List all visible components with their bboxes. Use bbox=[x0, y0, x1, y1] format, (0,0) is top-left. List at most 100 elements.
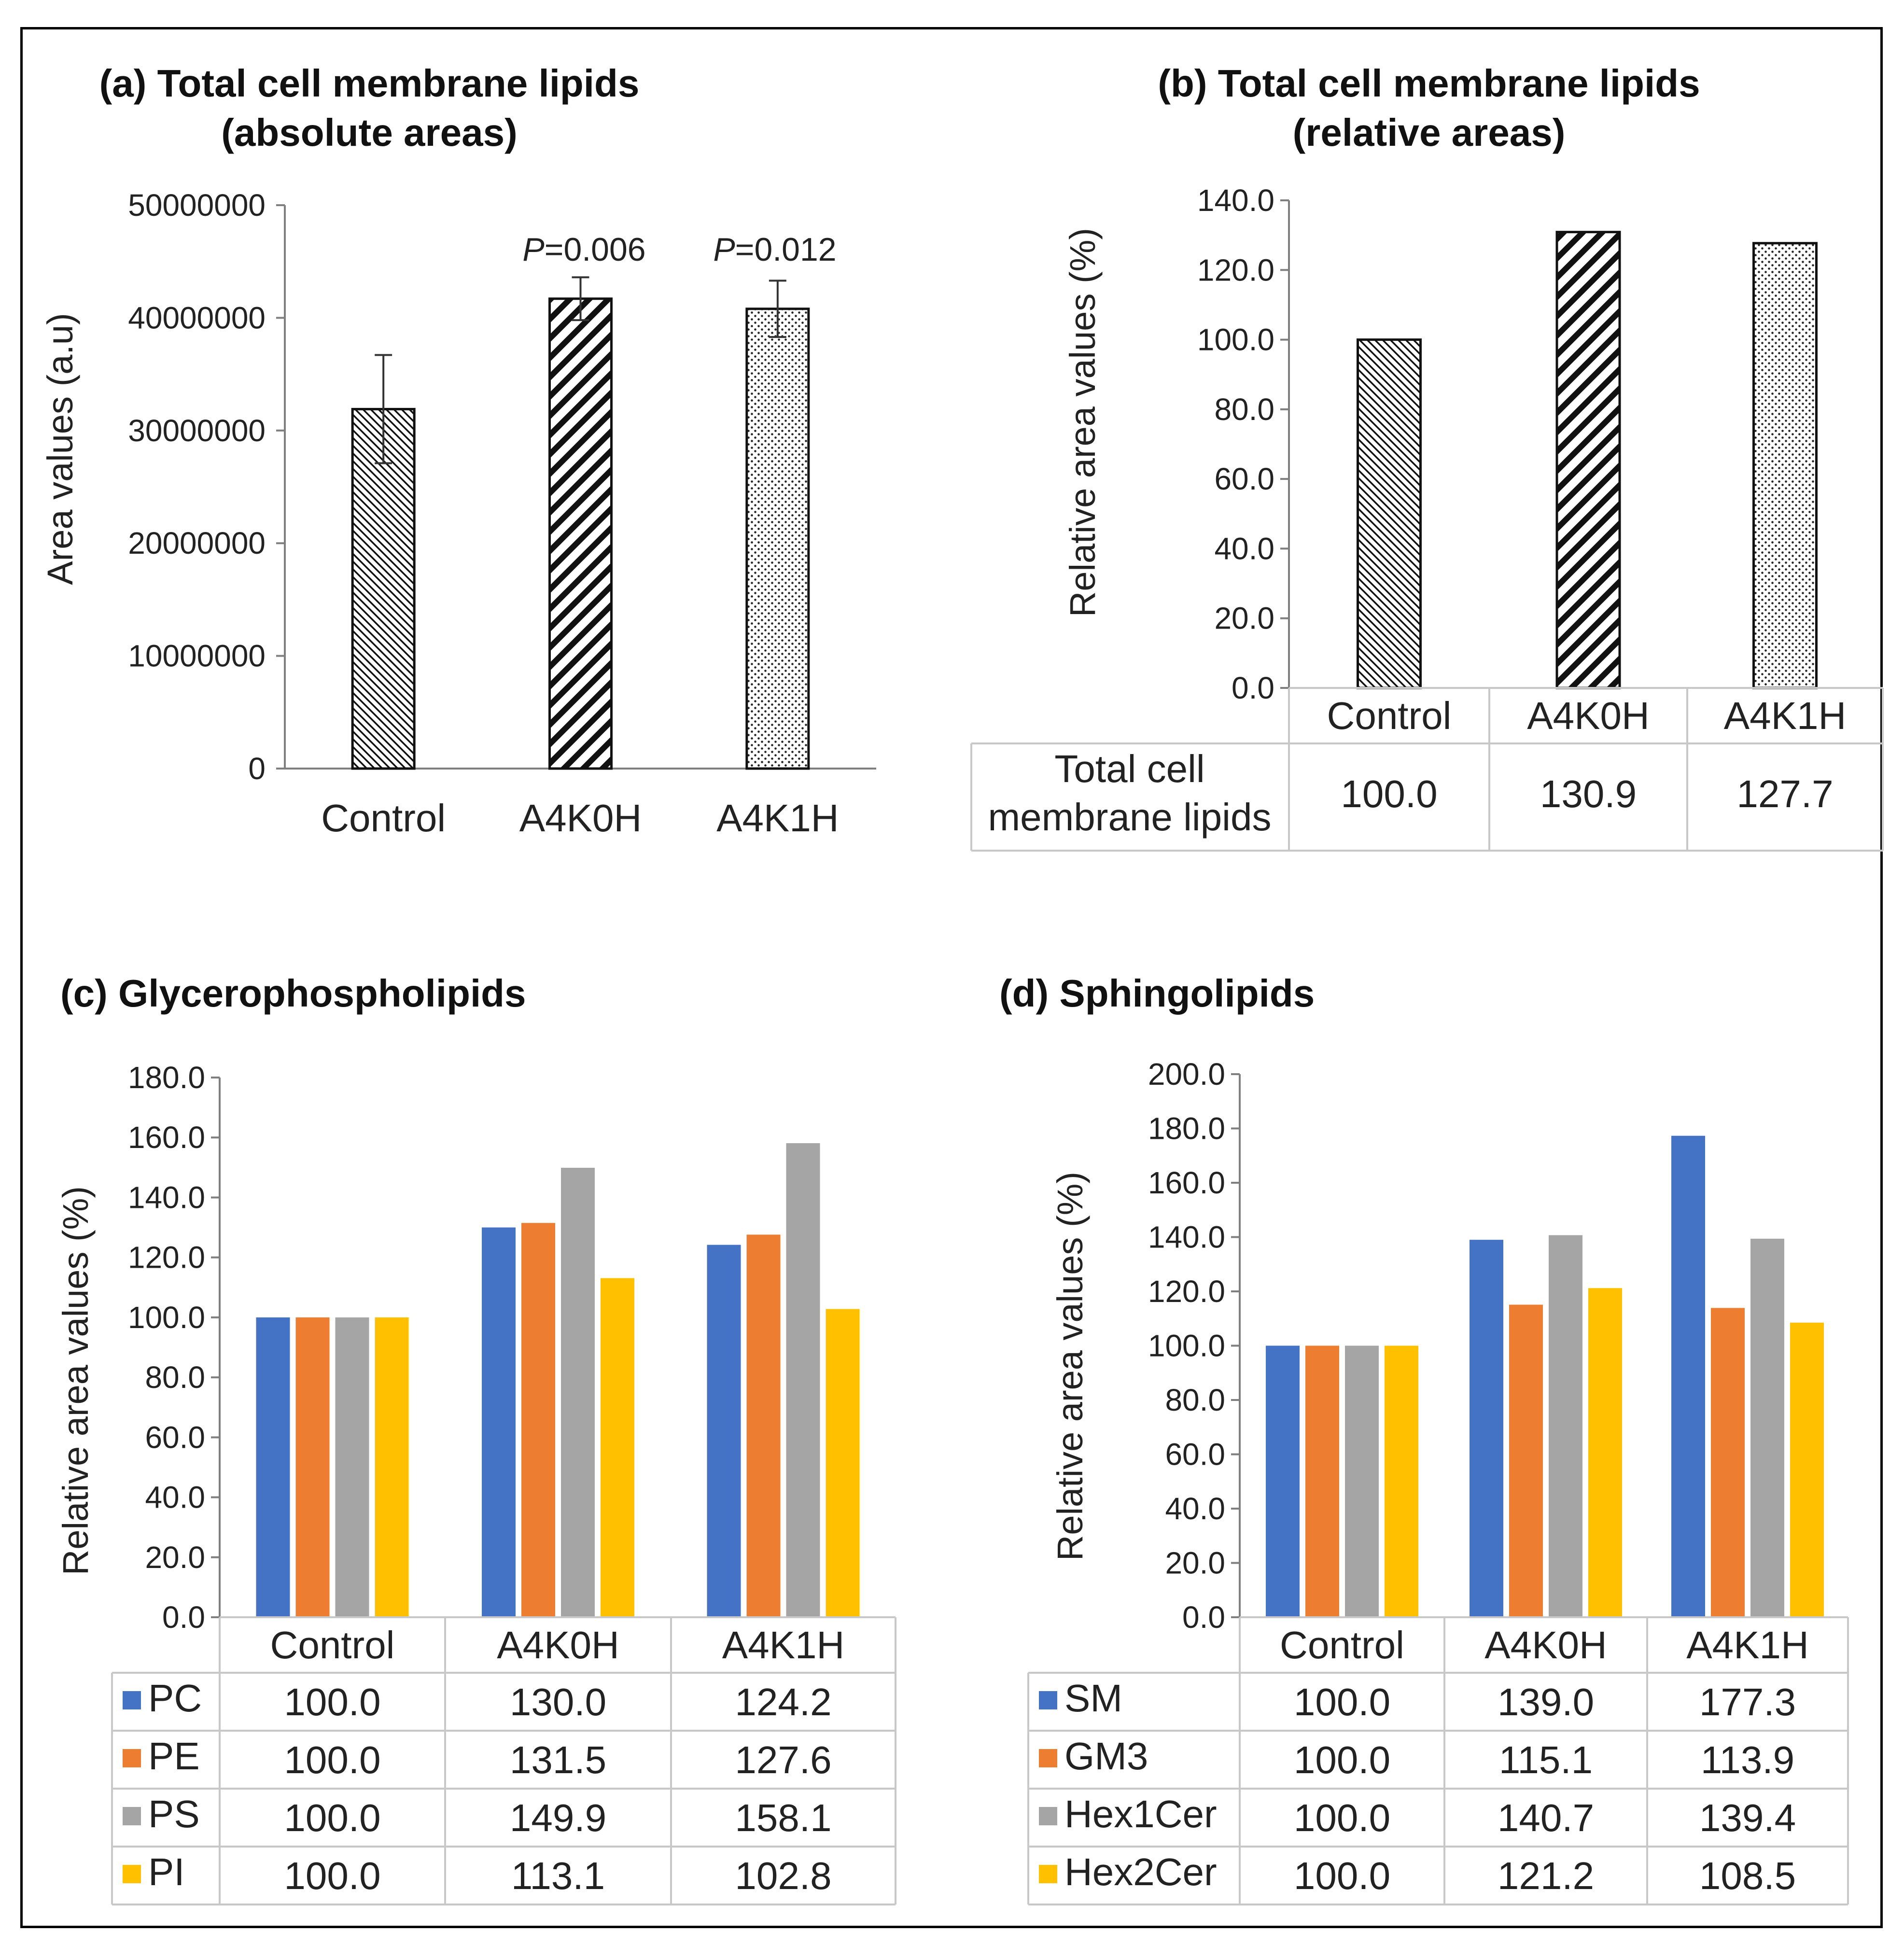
panel-d-table-value: 108.5 bbox=[1699, 1854, 1796, 1897]
panel-c-legend-label: PS bbox=[148, 1792, 200, 1835]
panel-a-y-axis-label: Area values (a.u) bbox=[40, 313, 80, 585]
panel-b-y-tick-label: 140.0 bbox=[1197, 183, 1274, 218]
panel-d-table-value: 100.0 bbox=[1294, 1738, 1390, 1781]
panel-d-bar-hex2cer-control bbox=[1385, 1345, 1418, 1617]
panel-a-bar-control bbox=[351, 407, 416, 770]
panel-d-y-tick-label: 80.0 bbox=[1165, 1383, 1225, 1417]
panel-c-legend-label: PE bbox=[148, 1735, 200, 1778]
panel-c-bar-pi-control bbox=[375, 1317, 409, 1617]
panel-c-bar-pi-a4k1h bbox=[826, 1309, 860, 1617]
panel-b-series-label-line1: Total cell bbox=[1054, 747, 1204, 790]
panel-c-table-value: 149.9 bbox=[510, 1796, 606, 1839]
panel-a-y-tick-label: 0 bbox=[248, 751, 266, 786]
panel-b-category-label: A4K0H bbox=[1527, 694, 1649, 737]
panel-c-table-value: 113.1 bbox=[511, 1854, 605, 1897]
panel-d-bar-gm3-a4k0h bbox=[1509, 1304, 1543, 1617]
figure-border bbox=[20, 27, 1883, 1928]
panel-b: (b) Total cell membrane lipids (relative… bbox=[970, 62, 1884, 852]
panel-d-legend-label: SM bbox=[1064, 1677, 1122, 1720]
panel-b-table-value: 130.9 bbox=[1540, 772, 1637, 815]
panel-c-y-tick-label: 20.0 bbox=[145, 1540, 205, 1575]
panel-d-legend-label: Hex1Cer bbox=[1064, 1792, 1217, 1835]
panel-b-y-axis-label: Relative area values (%) bbox=[1063, 228, 1103, 617]
panel-d-bar-sm-a4k0h bbox=[1470, 1240, 1503, 1617]
panel-d-table-value: 139.0 bbox=[1498, 1680, 1594, 1723]
panel-c: (c) Glycerophospholipids Relative area v… bbox=[56, 972, 896, 1905]
panel-d-legend-swatch-gm3 bbox=[1039, 1749, 1057, 1767]
panel-c-axes: 0.0 20.0 40.0 60.0 80.0 100.0 120.0 140.0 160.0 1… bbox=[128, 1060, 221, 1635]
panel-a-bars bbox=[351, 297, 810, 770]
panel-a-error-bars bbox=[375, 276, 786, 464]
panel-c-y-tick-label: 120.0 bbox=[128, 1240, 205, 1275]
panel-b-table-value: 127.7 bbox=[1736, 772, 1833, 815]
panel-d-y-tick-label: 160.0 bbox=[1148, 1165, 1225, 1200]
panel-c-bar-pc-a4k0h bbox=[482, 1227, 516, 1617]
panel-c-bar-ps-a4k1h bbox=[786, 1143, 820, 1617]
panel-d-y-tick-label: 40.0 bbox=[1165, 1491, 1225, 1526]
panel-b-bar-a4k1h bbox=[1752, 242, 1818, 689]
panel-c-bar-pe-a4k0h bbox=[521, 1223, 555, 1617]
panel-a-bar-a4k0h bbox=[548, 297, 613, 770]
panel-d-table-value: 100.0 bbox=[1294, 1796, 1390, 1839]
panel-a-axes: 0 10000000 20000000 30000000 40000000 5000000… bbox=[128, 188, 876, 786]
panel-c-table-value: 130.0 bbox=[510, 1680, 606, 1723]
panel-c-table-value: 127.6 bbox=[735, 1738, 831, 1781]
panel-b-data-table: Control 100.0 A4K0H 130.9 A4K1H 127.7 Total ce… bbox=[970, 687, 1884, 852]
panel-c-bar-pc-control bbox=[256, 1317, 290, 1617]
panel-d-y-tick-label: 140.0 bbox=[1148, 1220, 1225, 1255]
panel-d-y-tick-label: 180.0 bbox=[1148, 1111, 1225, 1146]
panel-b-category-label: A4K1H bbox=[1724, 694, 1846, 737]
panel-c-y-axis-label: Relative area values (%) bbox=[56, 1186, 96, 1575]
panel-c-table-value: 100.0 bbox=[284, 1680, 380, 1723]
panel-c-table-value: 100.0 bbox=[284, 1738, 380, 1781]
panel-a-category-label: A4K1H bbox=[716, 797, 839, 840]
panel-d-bar-hex2cer-a4k0h bbox=[1588, 1288, 1622, 1617]
panel-a-category-label: A4K0H bbox=[519, 797, 642, 840]
panel-c-table-value: 100.0 bbox=[284, 1796, 380, 1839]
panel-d-table-value: 140.7 bbox=[1498, 1796, 1594, 1839]
panel-b-category-label: Control bbox=[1327, 694, 1452, 737]
p-symbol: P bbox=[713, 231, 735, 268]
panel-a-bar-a4k1h bbox=[745, 308, 810, 770]
panel-d-y-tick-label: 120.0 bbox=[1148, 1274, 1225, 1309]
panel-d-bar-hex1cer-control bbox=[1345, 1345, 1379, 1617]
panel-a-annotation-a4k0h: P=0.006 bbox=[522, 231, 645, 268]
panel-c-data-table: Control A4K0H A4K1H PC 100.0 130.0 124.2 PE 100.… bbox=[111, 1616, 896, 1905]
panel-c-table-value: 100.0 bbox=[284, 1854, 380, 1897]
panel-c-table-value: 124.2 bbox=[735, 1680, 831, 1723]
panel-c-y-tick-label: 60.0 bbox=[145, 1420, 205, 1455]
panel-d-y-tick-label: 60.0 bbox=[1165, 1437, 1225, 1472]
panel-d-table-value: 177.3 bbox=[1699, 1680, 1796, 1723]
panel-c-table-value: 158.1 bbox=[735, 1796, 831, 1839]
panel-a-annotation-a4k1h: P=0.012 bbox=[713, 231, 836, 268]
panel-a-title-line2: (absolute areas) bbox=[221, 111, 518, 154]
panel-d-bar-hex2cer-a4k1h bbox=[1790, 1322, 1824, 1617]
panel-c-y-tick-label: 160.0 bbox=[128, 1120, 205, 1155]
p-value: =0.012 bbox=[735, 231, 837, 268]
panel-c-bar-pc-a4k1h bbox=[707, 1245, 741, 1617]
panel-c-legend-label: PI bbox=[148, 1850, 185, 1893]
p-value: =0.006 bbox=[545, 231, 646, 268]
panel-a-category-label: Control bbox=[321, 797, 446, 840]
panel-b-y-tick-label: 80.0 bbox=[1214, 392, 1274, 427]
panel-c-y-tick-label: 80.0 bbox=[145, 1360, 205, 1395]
panel-b-y-tick-label: 20.0 bbox=[1214, 601, 1274, 636]
panel-c-legend-swatch-pi bbox=[123, 1865, 141, 1883]
panel-b-y-tick-label: 120.0 bbox=[1197, 252, 1274, 287]
panel-c-bar-pi-a4k0h bbox=[601, 1278, 634, 1617]
panel-d-table-value: 113.9 bbox=[1701, 1738, 1794, 1781]
panel-d-y-tick-label: 100.0 bbox=[1148, 1329, 1225, 1363]
panel-d-table-value: 100.0 bbox=[1294, 1854, 1390, 1897]
panel-c-category-label: Control bbox=[270, 1624, 395, 1666]
panel-d-legend-swatch-hex2cer bbox=[1039, 1865, 1057, 1883]
panel-b-y-tick-label: 60.0 bbox=[1214, 462, 1274, 496]
panel-d-y-tick-label: 200.0 bbox=[1148, 1057, 1225, 1092]
panel-a: (a) Total cell membrane lipids (absolute… bbox=[40, 62, 876, 840]
panel-d-category-label: A4K0H bbox=[1484, 1624, 1607, 1666]
panel-d-legend-label: Hex2Cer bbox=[1064, 1850, 1217, 1893]
panel-d-bar-hex1cer-a4k1h bbox=[1750, 1238, 1784, 1617]
panel-d-bar-gm3-control bbox=[1305, 1345, 1339, 1617]
panel-d-legend-label: GM3 bbox=[1064, 1735, 1148, 1778]
panel-c-y-tick-label: 140.0 bbox=[128, 1180, 205, 1215]
